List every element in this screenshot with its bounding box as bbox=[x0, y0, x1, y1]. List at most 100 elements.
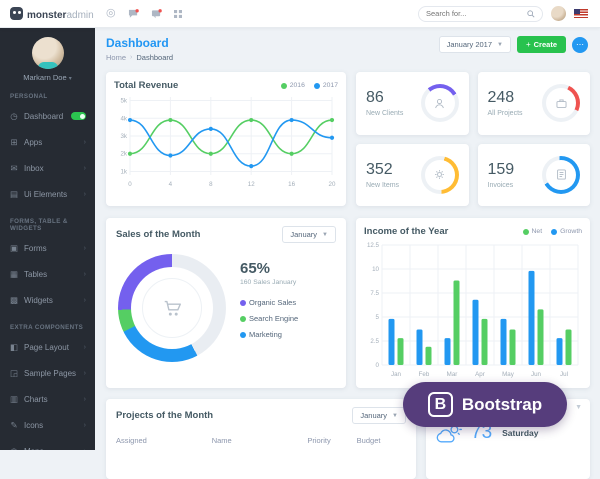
sidebar-item-dashboard[interactable]: ◷ Dashboard bbox=[0, 103, 95, 129]
sidebar-item-ui-elements[interactable]: ▤ Ui Elements › bbox=[9, 188, 86, 199]
stat-value: 248 bbox=[487, 89, 515, 107]
legend-dot bbox=[240, 315, 246, 322]
search-input[interactable] bbox=[426, 9, 527, 18]
svg-text:1k: 1k bbox=[120, 168, 127, 175]
sidebar-item-widgets[interactable]: ▩ Widgets › bbox=[9, 294, 86, 305]
weather-dropdown-icon[interactable]: ▼ bbox=[575, 404, 582, 411]
chevron-right-icon: › bbox=[83, 270, 86, 278]
sidebar: Markarn Doe ▾ PERSONAL ◷ Dashboard ⊞ Apps › ✉ I… bbox=[0, 28, 95, 450]
stats-grid: 86 New Clients 248 All Projects 352 New Items… bbox=[356, 72, 590, 206]
chevron-right-icon: › bbox=[83, 296, 86, 304]
profile-caret-icon[interactable]: ▾ bbox=[68, 76, 72, 82]
search-box[interactable] bbox=[418, 5, 543, 22]
mega-menu-icon[interactable] bbox=[173, 9, 182, 18]
projects-card-title: Projects of the Month bbox=[116, 410, 214, 421]
chevron-right-icon: › bbox=[83, 369, 86, 377]
ui-elements-icon: ▤ bbox=[9, 188, 19, 199]
svg-text:2.5: 2.5 bbox=[370, 338, 379, 345]
icons-icon: ✎ bbox=[10, 419, 18, 430]
sidebar-toggle-icon[interactable]: ◎ bbox=[106, 7, 116, 19]
language-flag-icon[interactable] bbox=[574, 9, 588, 18]
stat-label: New Items bbox=[366, 181, 400, 189]
period-dropdown[interactable]: January 2017 ▼ bbox=[438, 36, 511, 53]
tables-icon: ▦ bbox=[9, 268, 19, 279]
breadcrumb-home[interactable]: Home bbox=[106, 53, 127, 62]
gear-icon bbox=[433, 168, 446, 181]
sales-of-month-card: Sales of the Month January ▼ 65% 160 Sale… bbox=[106, 218, 346, 388]
table-column-priority: Priority bbox=[307, 436, 331, 445]
svg-text:Mar: Mar bbox=[447, 371, 458, 378]
temperature-value: 73 bbox=[471, 422, 493, 443]
email-icon[interactable] bbox=[128, 8, 139, 19]
sidebar-nav: PERSONAL ◷ Dashboard ⊞ Apps › ✉ Inbox › ▤ Ui Eleme… bbox=[0, 82, 95, 450]
sales-card-title: Sales of the Month bbox=[116, 229, 201, 240]
stat-card-new-items: 352 New Items bbox=[356, 143, 469, 206]
sales-month-dropdown[interactable]: January ▼ bbox=[282, 226, 336, 243]
stat-progress-ring bbox=[420, 155, 459, 194]
sidebar-item-maps[interactable]: ◉Maps› bbox=[0, 438, 95, 451]
svg-text:20: 20 bbox=[329, 181, 336, 188]
sidebar-profile[interactable]: Markarn Doe ▾ bbox=[0, 28, 95, 82]
revenue-line-chart: 5k 4k 3k 2k 1k0 4 8 12 16 20 bbox=[120, 97, 336, 188]
income-of-year-card: Income of the Year Net Growth 0 2.5 5 7.5 10 1… bbox=[356, 218, 590, 388]
dashboard-badge bbox=[71, 112, 86, 120]
stat-label: All Projects bbox=[487, 110, 523, 118]
legend-item: Net bbox=[522, 228, 542, 235]
stat-value: 352 bbox=[366, 160, 393, 178]
legend-item: 2017 bbox=[313, 82, 338, 89]
sidebar-item-inbox[interactable]: ✉ Inbox › bbox=[10, 162, 86, 173]
svg-text:16: 16 bbox=[288, 181, 295, 188]
sidebar-item-sample-pages[interactable]: ◲ Sample Pages › bbox=[9, 367, 86, 378]
sales-legend-item: Organic Sales bbox=[240, 298, 298, 307]
svg-text:5: 5 bbox=[376, 314, 380, 321]
total-revenue-card: Total Revenue 2016 2017 5k 4k 3k 2k 1k 0 4 8 12 16… bbox=[106, 72, 346, 206]
sidebar-item-tables[interactable]: ▦ Tables › bbox=[9, 268, 86, 279]
sidebar-item-forms[interactable]: ▣ Forms › bbox=[9, 242, 86, 253]
income-legend: Net Growth bbox=[522, 228, 582, 235]
stat-card-invoices: 159 Invoices bbox=[477, 143, 590, 206]
quick-actions-button[interactable]: ⋯ bbox=[572, 36, 588, 53]
briefcase-icon bbox=[555, 97, 568, 110]
create-button[interactable]: + Create bbox=[516, 36, 566, 53]
user-name: Markarn Doe bbox=[23, 73, 67, 82]
plus-icon: + bbox=[525, 40, 531, 49]
table-column-name: Name bbox=[211, 436, 232, 445]
user-icon bbox=[433, 97, 446, 110]
user-avatar-small[interactable] bbox=[551, 6, 566, 21]
breadcrumb: Home › Dashboard bbox=[106, 53, 173, 62]
stat-value: 159 bbox=[487, 160, 515, 178]
sidebar-item-charts[interactable]: ▥ Charts › bbox=[9, 393, 86, 404]
projects-month-dropdown[interactable]: January ▼ bbox=[352, 407, 406, 424]
sidebar-item-page-layout[interactable]: ◧ Page Layout › bbox=[9, 341, 86, 352]
sidebar-item-icons[interactable]: ✎ Icons › bbox=[10, 419, 86, 430]
stat-progress-ring bbox=[542, 84, 580, 123]
legend-item: 2016 bbox=[280, 82, 305, 89]
degree-symbol: ° bbox=[492, 422, 497, 434]
logo-text-light: admin bbox=[66, 9, 94, 21]
projects-of-month-card: Projects of the Month January ▼ Assigned N… bbox=[106, 399, 416, 479]
svg-text:8: 8 bbox=[209, 181, 213, 188]
search-icon[interactable] bbox=[527, 9, 535, 18]
sidebar-item-apps[interactable]: ⊞ Apps › bbox=[10, 136, 86, 147]
forms-icon: ▣ bbox=[9, 242, 19, 253]
chevron-right-icon: › bbox=[83, 421, 86, 429]
app-logo[interactable]: monsteradmin bbox=[0, 5, 100, 23]
svg-text:May: May bbox=[502, 371, 515, 378]
legend-dot bbox=[240, 299, 246, 306]
legend-dot bbox=[280, 82, 287, 89]
topbar-icons: ◎ bbox=[106, 8, 182, 19]
chevron-down-icon: ▼ bbox=[497, 41, 503, 48]
widgets-icon: ▩ bbox=[9, 294, 19, 305]
stat-card-all-projects: 248 All Projects bbox=[477, 72, 590, 135]
main-content: Dashboard Home › Dashboard January 2017 ▼… bbox=[95, 28, 600, 479]
legend-dot bbox=[551, 228, 558, 235]
messages-icon[interactable] bbox=[151, 8, 162, 19]
legend-dot bbox=[313, 82, 320, 89]
sales-legend-item: Search Engine bbox=[240, 314, 298, 323]
bootstrap-logo-icon: B bbox=[427, 392, 453, 417]
charts-icon: ▥ bbox=[9, 393, 19, 404]
nav-section-label: EXTRA COMPONENTS bbox=[10, 324, 84, 331]
chevron-right-icon: › bbox=[83, 244, 86, 252]
user-avatar[interactable] bbox=[31, 37, 64, 69]
stat-progress-ring bbox=[542, 155, 580, 194]
